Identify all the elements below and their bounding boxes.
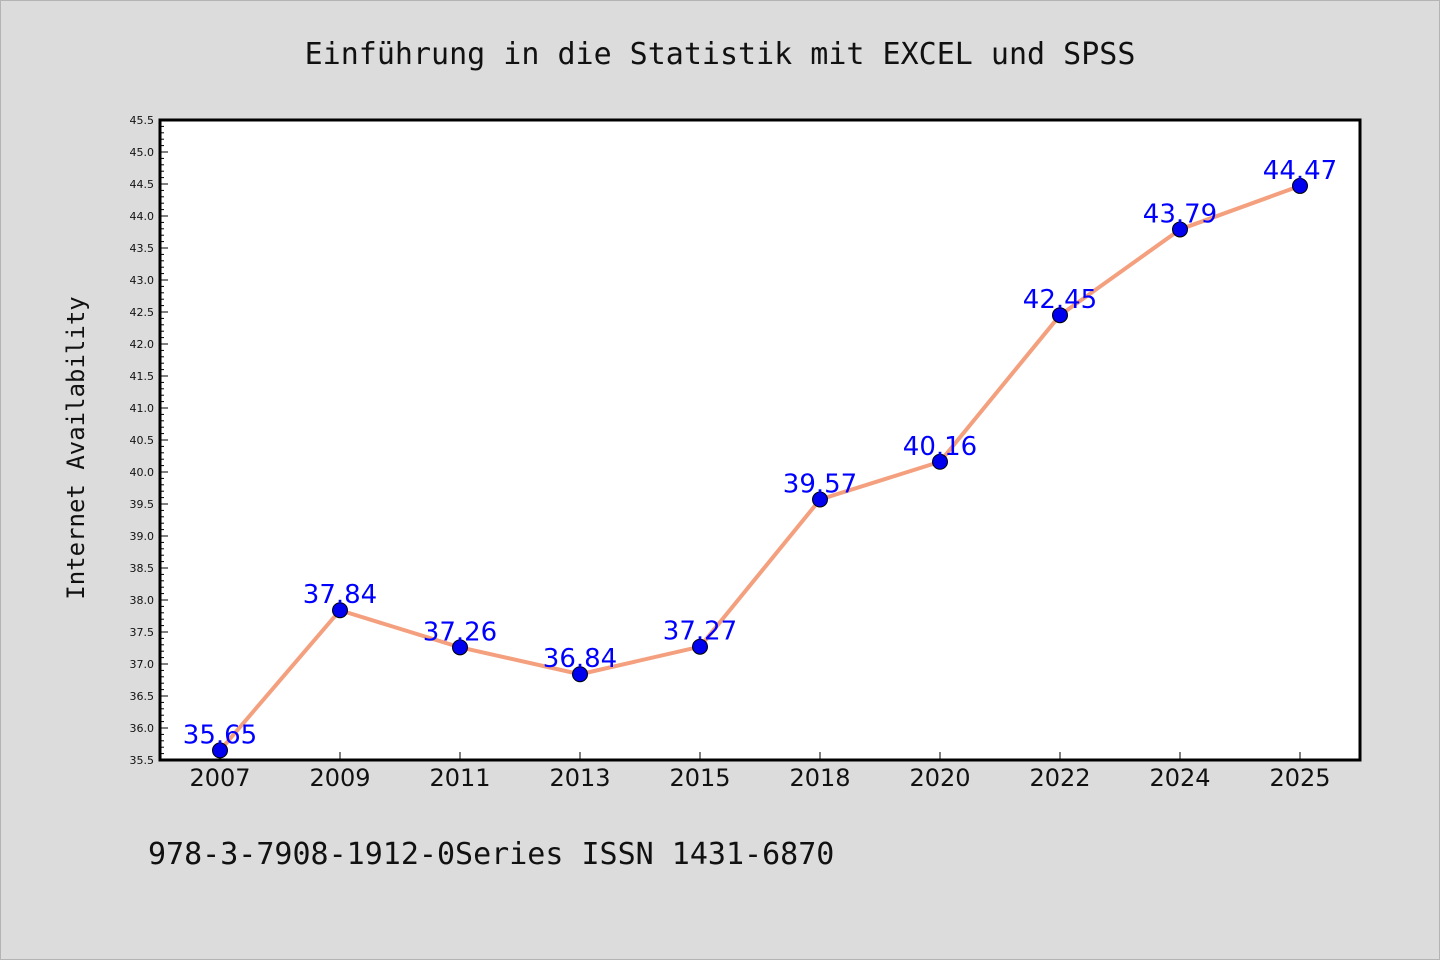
data-label: 37.84: [303, 580, 377, 610]
x-axis: 2007 2009 2011 2013 2015 2018 2020 2022 2024 2025: [189, 752, 1331, 792]
data-label: 37.27: [663, 617, 737, 647]
data-point: [332, 602, 348, 619]
data-label: 36.84: [543, 644, 617, 674]
x-tick-label: 2025: [1269, 764, 1330, 792]
data-point: [1172, 221, 1188, 238]
y-tick-label: 41.0: [130, 402, 155, 415]
data-label: 44.47: [1263, 156, 1337, 186]
data-label: 35.65: [183, 720, 257, 750]
data-point: [212, 742, 228, 759]
x-tick-label: 2020: [909, 764, 970, 792]
data-label: 40.16: [903, 432, 977, 462]
y-tick-label: 38.5: [130, 562, 155, 575]
x-tick-label: 2024: [1149, 764, 1210, 792]
y-tick-label: 43.5: [130, 242, 155, 255]
y-tick-label: 39.5: [130, 498, 155, 511]
data-point: [692, 638, 708, 655]
y-tick-label: 37.0: [130, 658, 155, 671]
data-point: [572, 666, 588, 683]
y-axis-label: Internet Availability: [62, 296, 90, 599]
y-tick-label: 39.0: [130, 530, 155, 543]
data-labels: 35.65 37.84 37.26 36.84 37.27 39.57 40.16 42.45…: [183, 156, 1337, 750]
y-tick-label: 37.5: [130, 626, 155, 639]
y-tick-label: 45.0: [130, 146, 155, 159]
x-tick-label: 2011: [429, 764, 490, 792]
data-point: [1292, 177, 1308, 194]
y-tick-label: 43.0: [130, 274, 155, 287]
series-line: [218, 184, 1301, 752]
data-label: 39.57: [783, 470, 857, 500]
x-tick-label: 2007: [189, 764, 250, 792]
x-tick-label: 2015: [669, 764, 730, 792]
y-tick-label: 42.5: [130, 306, 155, 319]
y-tick-label: 36.0: [130, 722, 155, 735]
footer-text: 978-3-7908-1912-0Series ISSN 1431-6870: [148, 837, 834, 872]
plot-area: [158, 118, 1362, 762]
x-tick-label: 2013: [549, 764, 610, 792]
data-markers: [212, 177, 1308, 759]
x-tick-label: 2022: [1029, 764, 1090, 792]
y-tick-label: 42.0: [130, 338, 155, 351]
data-label: 42.45: [1023, 285, 1097, 315]
data-label: 43.79: [1143, 199, 1217, 229]
data-point: [1052, 307, 1068, 324]
y-tick-label: 45.5: [130, 114, 155, 127]
y-tick-label: 44.0: [130, 210, 155, 223]
y-tick-label: 36.5: [130, 690, 155, 703]
data-point: [812, 491, 828, 508]
y-tick-label: 38.0: [130, 594, 155, 607]
y-tick-label: 40.5: [130, 434, 155, 447]
y-axis: 35.5 36.0 36.5 37.0 37.5 38.0 38.5 39.0 39.5 40.0…: [130, 114, 168, 767]
y-tick-label: 41.5: [130, 370, 155, 383]
data-label: 37.26: [423, 617, 497, 647]
y-tick-label: 35.5: [130, 754, 155, 767]
data-point: [452, 639, 468, 656]
y-tick-label: 44.5: [130, 178, 155, 191]
data-point: [932, 453, 948, 470]
y-tick-label: 40.0: [130, 466, 155, 479]
x-tick-label: 2009: [309, 764, 370, 792]
chart-title: Einführung in die Statistik mit EXCEL un…: [305, 37, 1136, 72]
x-tick-label: 2018: [789, 764, 850, 792]
